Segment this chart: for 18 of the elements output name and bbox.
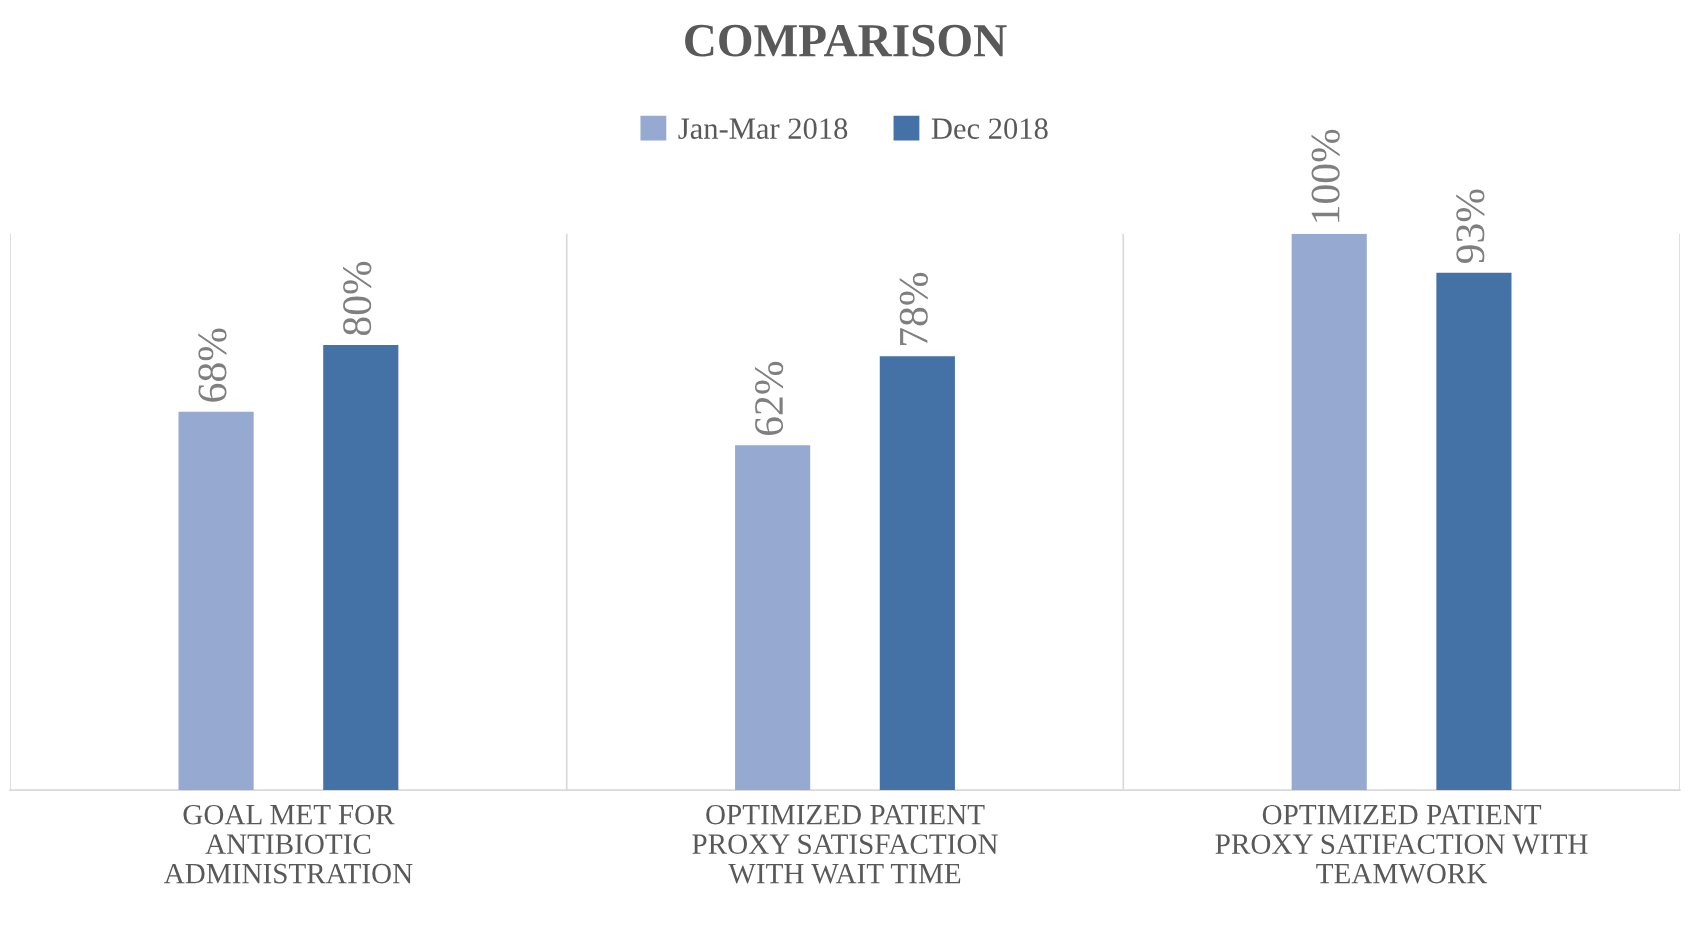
bar [178,411,254,791]
data-label: 62% [754,361,784,436]
bar [323,345,399,791]
bar [1436,272,1512,791]
legend-label: Dec 2018 [931,118,1048,139]
data-label: 80% [343,261,372,336]
x-tick-label: OPTIMIZED PATIENT PROXY SATISFACTION WITH WAIT TIME [692,804,998,884]
data-label: 93% [1456,189,1485,264]
data-label: 68% [198,328,227,402]
bar [735,445,811,791]
x-tick-label: OPTIMIZED PATIENT PROXY SATIFACTION WITH TEAMWORK [1215,804,1588,884]
x-tick-label: GOAL MET FOR ANTIBIOTIC ADMINISTRATION [163,804,413,884]
legend-label: Jan-Mar 2018 [678,118,848,139]
bar [879,356,955,791]
bar [1291,233,1367,791]
data-label: 100% [1311,129,1340,222]
chart-title: COMPARISON [685,24,1007,57]
data-label: 78% [899,272,928,346]
